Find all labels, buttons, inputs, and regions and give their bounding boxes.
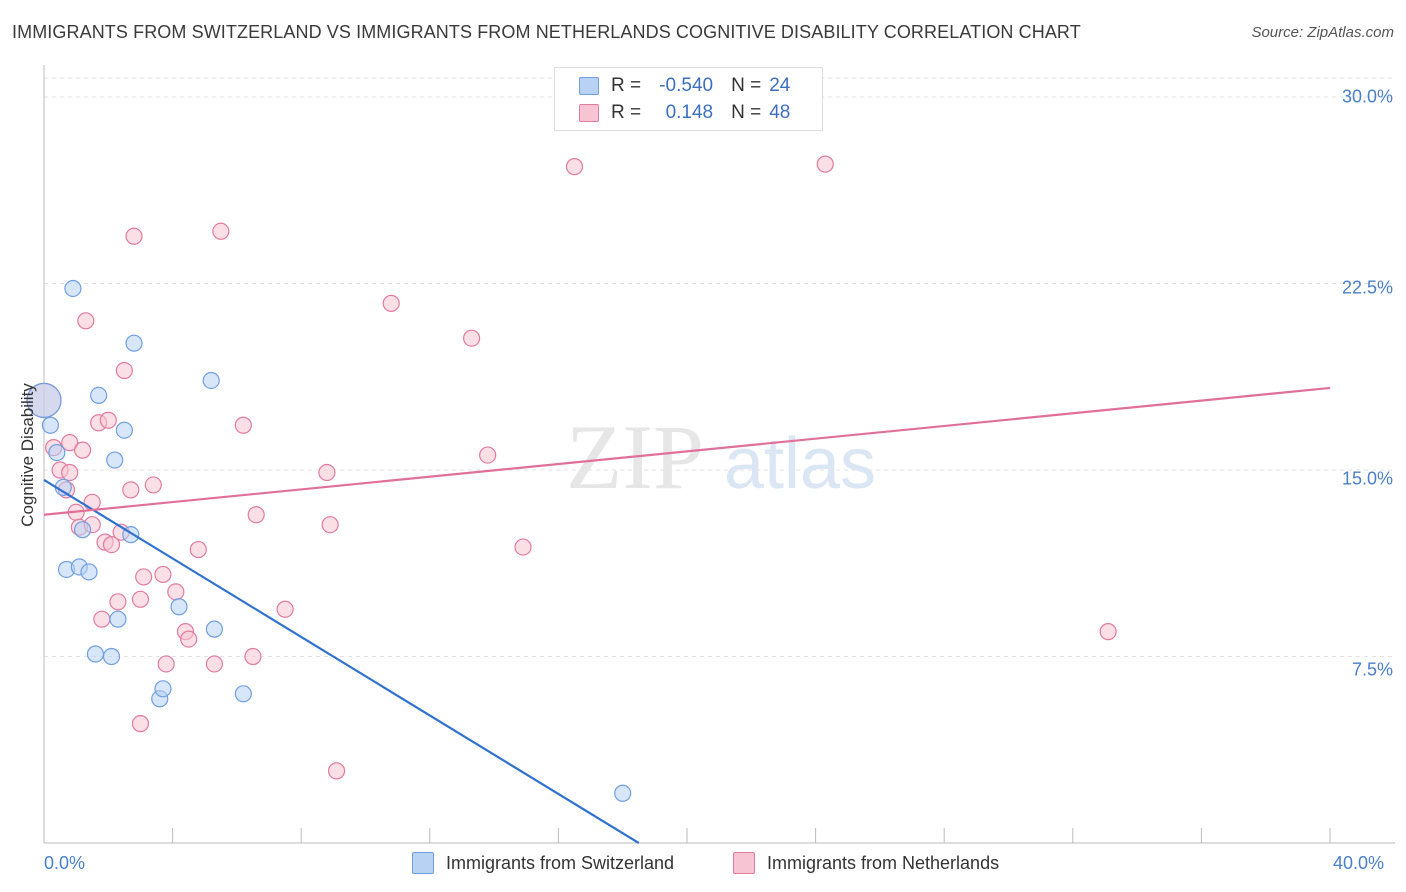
x-tick-label: 40.0% <box>1333 853 1385 873</box>
data-point-netherlands <box>154 565 172 584</box>
trendlines <box>43 386 1331 844</box>
data-point-netherlands <box>131 715 150 733</box>
legend-r-label: R = <box>611 75 642 96</box>
data-point-switzerland <box>115 421 133 439</box>
data-point-netherlands <box>205 655 223 673</box>
data-point-switzerland <box>109 610 127 628</box>
legend-swatch-netherlands <box>579 104 599 122</box>
data-points <box>26 155 1117 802</box>
correlation-legend: R = -0.540 N = 24 R = 0.148 N = 48 <box>554 67 823 131</box>
y-tick-label: 7.5% <box>1351 659 1393 680</box>
data-point-netherlands <box>135 568 153 586</box>
data-point-netherlands <box>122 481 140 499</box>
data-point-netherlands <box>212 222 230 240</box>
trendline-switzerland <box>43 479 640 844</box>
data-point-netherlands <box>131 590 150 608</box>
legend-row-netherlands: R = 0.148 N = 48 <box>579 101 790 125</box>
source-credit: Source: ZipAtlas.com <box>1251 24 1394 41</box>
y-tick-label: 15.0% <box>1341 468 1393 489</box>
data-point-switzerland <box>234 685 252 703</box>
data-point-switzerland <box>26 382 62 418</box>
data-point-netherlands <box>234 416 252 434</box>
y-tick-label: 30.0% <box>1341 86 1393 107</box>
data-point-netherlands <box>83 493 101 511</box>
legend-item-netherlands[interactable]: Immigrants from Netherlands <box>733 852 999 874</box>
legend-n-value: 24 <box>769 75 791 96</box>
data-point-switzerland <box>64 279 82 298</box>
data-point-netherlands <box>276 600 294 618</box>
data-point-netherlands <box>144 476 162 494</box>
data-point-netherlands <box>167 583 185 601</box>
legend-r-value: 0.148 <box>665 102 714 123</box>
data-point-netherlands <box>109 593 127 611</box>
data-point-netherlands <box>125 227 143 245</box>
legend-swatch-netherlands <box>733 852 755 874</box>
legend-label-switzerland: Immigrants from Switzerland <box>446 852 675 873</box>
legend-swatch-switzerland <box>579 77 599 95</box>
data-point-switzerland <box>102 647 121 666</box>
data-point-netherlands <box>382 294 400 312</box>
gridlines <box>44 77 1395 657</box>
data-point-netherlands <box>61 463 79 482</box>
data-point-netherlands <box>73 441 92 459</box>
data-point-netherlands <box>247 506 265 524</box>
data-point-netherlands <box>77 312 95 330</box>
zipatlas-watermark: ZIP atlas <box>566 406 876 508</box>
data-point-netherlands <box>318 463 336 482</box>
data-point-netherlands <box>189 540 207 559</box>
data-point-netherlands <box>99 411 117 429</box>
data-point-netherlands <box>180 630 198 648</box>
data-point-switzerland <box>125 334 143 352</box>
data-point-netherlands <box>816 155 834 173</box>
legend-item-switzerland[interactable]: Immigrants from Switzerland <box>412 852 674 874</box>
data-point-switzerland <box>90 386 108 404</box>
axes <box>43 65 1395 844</box>
legend-row-switzerland: R = -0.540 N = 24 <box>579 74 790 98</box>
data-point-netherlands <box>102 535 121 554</box>
data-point-netherlands <box>327 762 346 780</box>
data-point-switzerland <box>73 521 92 539</box>
x-tick-label: 0.0% <box>44 853 86 873</box>
data-point-netherlands <box>462 329 481 347</box>
legend-r-value: -0.540 <box>659 75 714 96</box>
data-point-switzerland <box>614 784 632 802</box>
data-point-switzerland <box>154 680 172 698</box>
data-point-switzerland <box>106 451 124 469</box>
data-point-netherlands <box>115 361 133 380</box>
data-point-switzerland <box>80 563 98 581</box>
data-point-switzerland <box>170 598 188 616</box>
data-point-switzerland <box>205 620 223 638</box>
legend-r-label: R = <box>611 102 642 123</box>
chart-title: IMMIGRANTS FROM SWITZERLAND VS IMMIGRANT… <box>12 22 1081 42</box>
data-point-switzerland <box>41 416 60 434</box>
data-point-switzerland <box>48 443 66 462</box>
legend-n-label: N = <box>731 75 762 96</box>
legend-n-label: N = <box>731 102 762 123</box>
data-point-netherlands <box>514 538 532 556</box>
legend-n-value: 48 <box>769 102 791 123</box>
data-point-netherlands <box>157 655 175 673</box>
data-point-netherlands <box>565 158 584 176</box>
data-point-netherlands <box>61 434 79 452</box>
data-point-netherlands <box>321 516 339 534</box>
data-point-netherlands <box>93 610 111 628</box>
data-point-netherlands <box>244 647 262 666</box>
watermark-atlas: atlas <box>724 424 876 504</box>
data-point-netherlands <box>1099 623 1117 641</box>
legend-label-netherlands: Immigrants from Netherlands <box>767 852 1000 873</box>
y-tick-label: 22.5% <box>1341 277 1393 298</box>
legend-swatch-switzerland <box>412 852 434 874</box>
data-point-switzerland <box>86 645 105 663</box>
trendline-netherlands <box>43 386 1331 516</box>
data-point-netherlands <box>479 446 497 464</box>
data-point-switzerland <box>202 371 220 390</box>
y-axis-label: Cognitive Disability <box>18 383 37 527</box>
